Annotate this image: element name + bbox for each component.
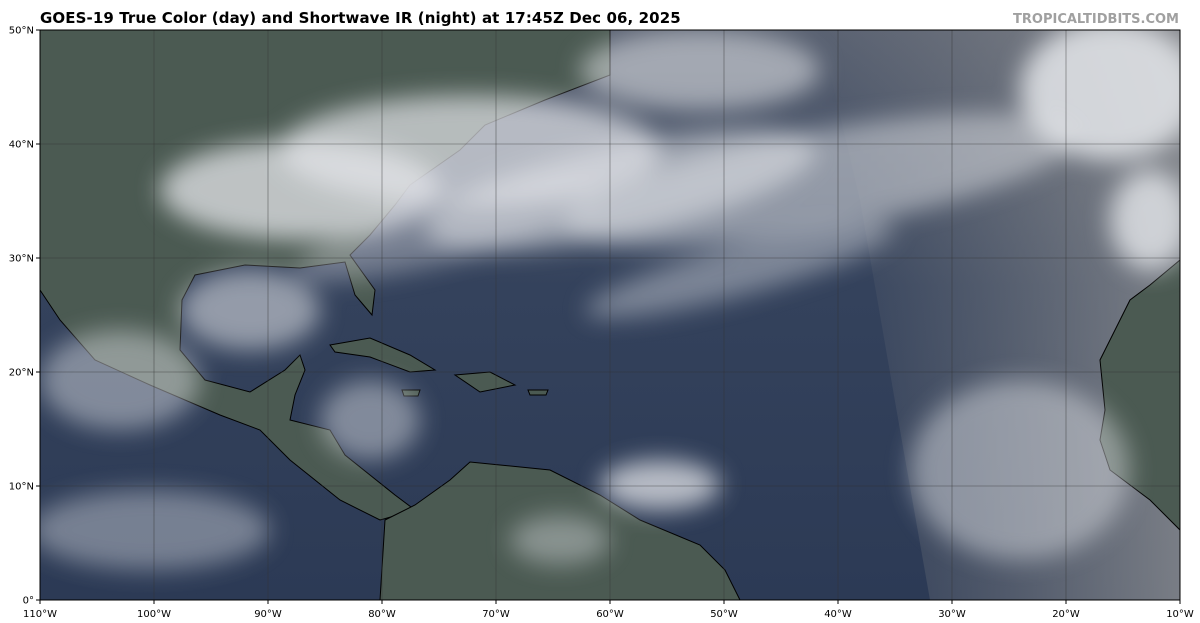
- x-tick-label: 110°W: [23, 609, 57, 620]
- y-tick-label: 10°N: [9, 482, 34, 493]
- gridlines: [40, 30, 1180, 600]
- y-tick-label: 50°N: [9, 26, 34, 37]
- y-tick-label: 40°N: [9, 140, 34, 151]
- cuba: [329, 337, 437, 373]
- y-tick-label: 0°: [23, 596, 34, 607]
- x-tick-label: 100°W: [137, 609, 171, 620]
- y-tick-label: 20°N: [9, 368, 34, 379]
- watermark: TROPICALTIDBITS.COM: [1013, 12, 1179, 27]
- x-tick-label: 70°W: [482, 609, 510, 620]
- x-tick-label: 90°W: [254, 609, 282, 620]
- x-tick-label: 50°W: [710, 609, 738, 620]
- hispaniola: [453, 371, 517, 393]
- x-tick-label: 40°W: [824, 609, 852, 620]
- puerto-rico: [527, 389, 549, 396]
- map-title: GOES-19 True Color (day) and Shortwave I…: [40, 9, 681, 27]
- x-tick-label: 60°W: [596, 609, 624, 620]
- x-tick-label: 10°W: [1166, 609, 1194, 620]
- x-tick-label: 20°W: [1052, 609, 1080, 620]
- x-tick-label: 80°W: [368, 609, 396, 620]
- axis-ticks: 110°W 100°W 90°W 80°W 70°W 60°W 50°W 40°W 30°W 20…: [9, 26, 1194, 621]
- cloud-cover: [40, 30, 1180, 570]
- y-tick-label: 30°N: [9, 254, 34, 265]
- x-tick-label: 30°W: [938, 609, 966, 620]
